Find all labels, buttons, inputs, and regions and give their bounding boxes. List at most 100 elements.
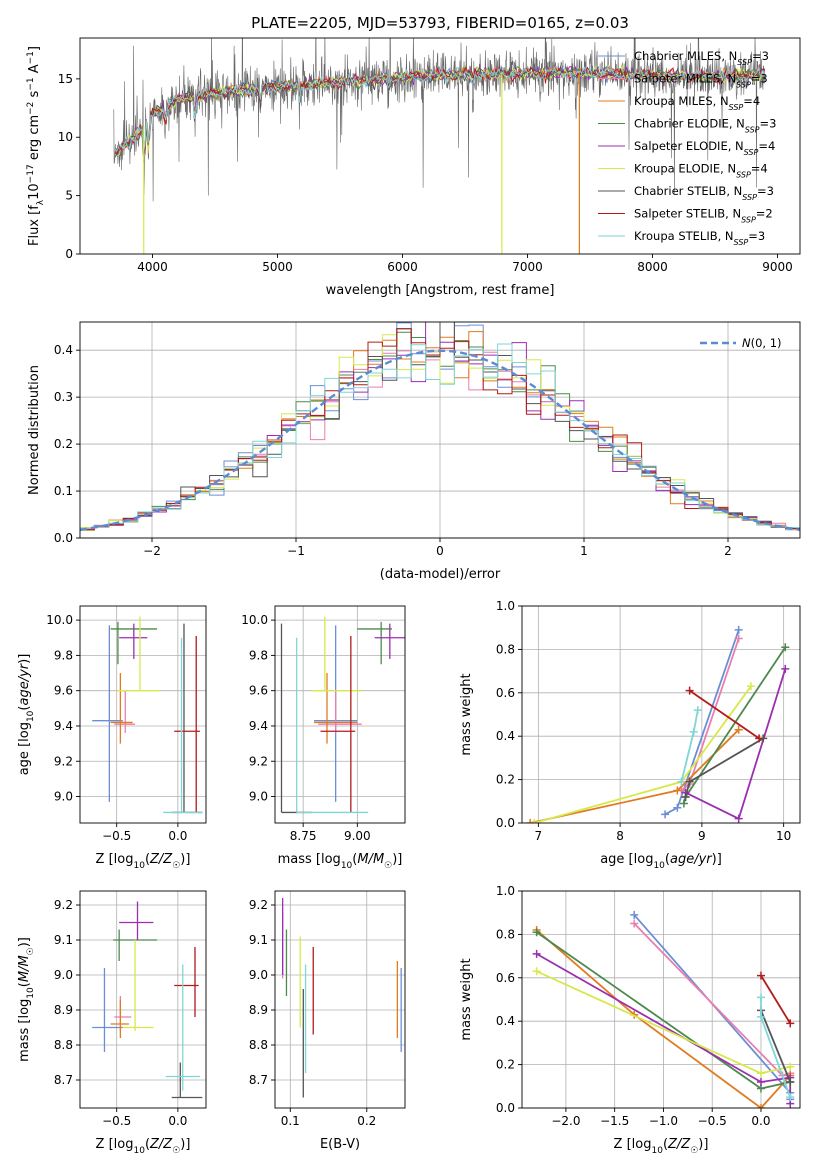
label-part: )] <box>17 937 32 947</box>
label-part: λ <box>36 199 46 205</box>
axes-age-vs-mass: 8.75 9.00 9.0 9.2 9.4 9.6 9.8 10.0 mass [log10(M… <box>241 605 406 871</box>
plot-area <box>92 901 203 1099</box>
y-tick-label: 0.2 <box>54 437 73 451</box>
label-part: 10 <box>27 183 42 200</box>
label-part: ☉ <box>172 1146 180 1156</box>
weight-marker <box>673 803 682 812</box>
weight-marker <box>786 1062 795 1071</box>
label-part: age/yr <box>670 852 713 867</box>
label-part: E(B-V) <box>320 1137 360 1152</box>
y-tick-label: 1.0 <box>496 599 515 613</box>
weight-marker <box>746 682 755 691</box>
x-tick-label: 0 <box>436 544 444 558</box>
y-tick-label: 9.6 <box>249 684 268 698</box>
y-tick-label: 9.0 <box>249 790 268 804</box>
x-tick-label: −1.5 <box>600 1114 629 1128</box>
weight-marker <box>679 799 688 808</box>
y-tick-label: 9.6 <box>54 684 73 698</box>
x-tick-label: −2 <box>143 544 161 558</box>
y-tick-label: 8.9 <box>249 1003 268 1017</box>
weight-marker <box>734 814 743 823</box>
y-tick-label: 0.3 <box>54 390 73 404</box>
label-part: −2 <box>26 102 36 115</box>
x-axis-label: Z [log10(Z/Z☉)] <box>96 1137 191 1156</box>
y-tick-label: 0.2 <box>496 1058 515 1072</box>
x-tick-label: 9000 <box>762 260 793 274</box>
x-tick-label: 7 <box>535 829 543 843</box>
label-part: Z/Z <box>149 1137 173 1152</box>
y-tick-label: 9.8 <box>249 648 268 662</box>
weight-line-7 <box>689 689 760 740</box>
weight-line-2 <box>530 729 740 823</box>
histogram-8 <box>80 343 800 531</box>
legend-entry: Kroupa STELIB, NSSP=3 <box>634 229 765 247</box>
axes-frame <box>521 890 801 1109</box>
y-tick-label: 0.0 <box>496 816 515 830</box>
weight-marker <box>532 967 541 976</box>
legend-text: Salpeter ELODIE, N <box>634 139 744 153</box>
axes-age-vs-Z: −0.5 0.09.09.29.49.69.810.0Z [log10(Z/Z☉)… <box>17 605 207 871</box>
weight-marker <box>756 1077 765 1086</box>
label-part: 10 <box>26 987 36 999</box>
y-axis-label: Flux [fλ10−17 erg cm−2 s−1 A−1] <box>26 46 46 246</box>
weight-marker <box>693 706 702 715</box>
label-part: 10 <box>651 1146 663 1156</box>
weight-marker <box>526 819 535 823</box>
y-tick-label: 9.1 <box>249 933 268 947</box>
legend-entry: Chabrier STELIB, NSSP=3 <box>634 184 774 202</box>
x-tick-label: 0.0 <box>168 1114 187 1128</box>
x-axis-label: mass [log10(M/M☉)] <box>278 852 403 871</box>
plot-layer: 4000 5000 6000 7000 8000 9000051015wavelength… <box>17 37 801 1156</box>
x-tick-label: 0.0 <box>168 829 187 843</box>
axes-frame <box>79 890 207 1109</box>
axes-weight-vs-Z: −2.0 −1.5 −1.0 −0.5 0.0 0.0 0.2 0.4 0.6 0.8 1.0 Z [… <box>459 884 801 1156</box>
legend-entry: Salpeter MILES, NSSP=3 <box>634 72 768 90</box>
plot-area <box>526 625 790 823</box>
weight-marker <box>681 792 690 801</box>
y-tick-label: 9.8 <box>54 648 73 662</box>
legend-entry: Kroupa MILES, NSSP=4 <box>634 94 760 112</box>
x-tick-label: 2 <box>724 544 732 558</box>
axes-frame <box>274 605 406 824</box>
label-part: ☉ <box>26 947 36 955</box>
y-tick-label: 0.6 <box>496 686 515 700</box>
axes-spectrum: 4000 5000 6000 7000 8000 9000 0 5 10 15 wavelength… <box>26 37 801 298</box>
y-tick-label: 9.4 <box>249 719 268 733</box>
y-tick-label: 9.2 <box>54 898 73 912</box>
y-tick-label: 9.0 <box>249 968 268 982</box>
plot-area <box>281 898 402 1098</box>
normal-curve <box>80 349 800 531</box>
label-part: ( <box>17 982 32 987</box>
y-tick-label: 0.4 <box>54 343 73 357</box>
x-tick-label: 9 <box>698 829 706 843</box>
legend-entry: Chabrier ELODIE, NSSP=3 <box>634 117 776 135</box>
x-axis-label: age [log10(age/yr)] <box>600 852 722 871</box>
y-tick-label: 8.8 <box>54 1038 73 1052</box>
label-part: age/yr <box>17 662 32 705</box>
weight-marker <box>755 734 764 743</box>
y-axis-label: mass weight <box>459 958 474 1040</box>
y-tick-label: 5 <box>65 189 73 203</box>
x-tick-label: −0.5 <box>698 1114 727 1128</box>
weight-marker <box>781 643 790 652</box>
y-tick-label: 0.4 <box>496 729 515 743</box>
weight-line-6 <box>760 1010 792 1083</box>
axes-residuals: −2 −1 0 1 2 0.0 0.1 0.2 0.3 0.4 N(0, 1) (data-model… <box>27 321 801 582</box>
x-tick-label: 6000 <box>387 260 418 274</box>
label-part: Z [log <box>96 852 134 867</box>
y-tick-label: 8.9 <box>54 1003 73 1017</box>
label-part: Z/Z <box>149 852 173 867</box>
weight-line-4 <box>685 668 787 820</box>
weight-marker <box>685 777 694 786</box>
y-tick-label: 0.8 <box>496 642 515 656</box>
weight-line-3 <box>683 646 787 804</box>
y-tick-label: 10.0 <box>46 613 73 627</box>
y-tick-label: 0 <box>65 247 73 261</box>
label-part: ( <box>352 852 357 867</box>
legend-text: Kroupa ELODIE, N <box>634 162 736 176</box>
axes-frame <box>521 605 801 824</box>
weight-marker <box>685 686 694 695</box>
legend-subscript: SSP <box>741 215 756 224</box>
plot-area <box>280 616 405 814</box>
